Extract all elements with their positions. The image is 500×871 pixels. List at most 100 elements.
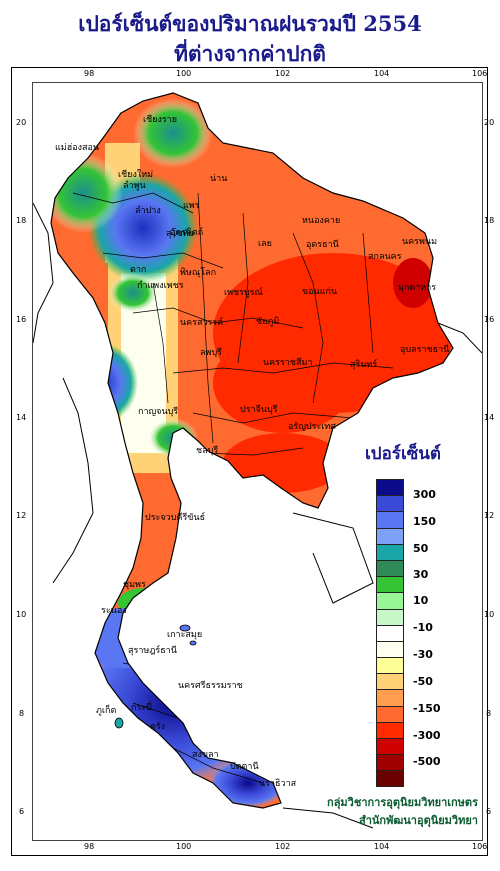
place-label: น่าน [210,174,228,184]
lon-tick-top: 104 [374,69,390,78]
lon-tick-top: 100 [176,69,192,78]
lat-tick-left: 6 [19,807,25,816]
place-label: เชียงราย [143,115,178,125]
place-label: ขอนแก่น [302,287,338,297]
place-label: แพร่ [183,201,200,211]
lat-tick-left: 10 [16,610,27,619]
place-label: มุกดาหาร [398,283,437,293]
place-label: กำแพงเพชร [137,281,184,291]
legend-swatch [376,754,404,771]
legend-label: -10 [413,621,433,634]
map-title-line2: ที่ต่างจากค่าปกติ [174,41,326,66]
place-label: สุโขทัย [166,229,194,239]
place-label: หนองคาย [302,216,341,226]
credit-line1: กลุ่มวิชาการอุตุนิยมวิทยาเกษตร [327,796,478,809]
place-label: อุตรดิตถ์ [170,228,204,238]
legend-label: -50 [413,675,433,688]
legend-label: 10 [413,594,429,607]
place-label: ประจวบคีรีขันธ์ [145,513,206,523]
place-label: สุราษฎร์ธานี [128,646,177,656]
lat-tick-right: 18 [484,216,495,225]
legend-swatch [376,559,404,577]
lon-tick-bottom: 98 [84,842,95,851]
lat-tick-left: 14 [16,413,27,422]
place-label: ชัยภูมิ [256,317,280,327]
place-label: ลำปาง [135,206,161,216]
place-label: ลพบุรี [200,348,222,358]
place-label: ตรัง [150,722,166,732]
legend-swatch [376,495,404,512]
map-title-line1: เปอร์เซ็นต์ของปริมาณฝนรวมปี 2554 [78,11,422,36]
lat-tick-right: 6 [486,807,492,816]
place-label: นครพนม [402,237,438,247]
legend-swatch [376,624,404,641]
legend-swatch [376,479,404,496]
lat-tick-right: 8 [486,709,492,718]
legend-swatch [376,705,404,722]
map-frame [11,67,488,856]
place-label: ตาก [130,265,147,275]
lon-tick-bottom: 102 [275,842,291,851]
legend-swatch [376,527,404,544]
place-label: ลำพูน [123,181,146,191]
place-label: ปราจีนบุรี [240,405,278,415]
legend-label: -300 [413,729,441,742]
legend-swatch [376,721,404,738]
legend-swatch [376,511,404,528]
legend-swatch [376,689,404,706]
place-label: กาญจนบุรี [138,407,179,417]
place-label: ภูเก็ต [96,706,117,716]
legend-swatch [376,738,404,755]
legend-label: -500 [413,755,441,768]
place-label: นครสวรรค์ [180,318,224,328]
lat-tick-left: 18 [16,216,27,225]
place-label: แม่ฮ่องสอน [55,143,100,153]
lon-tick-bottom: 104 [374,842,390,851]
lon-tick-bottom: 100 [176,842,192,851]
place-label: อรัญประเทศ [288,422,337,432]
place-label: เกาะสมุย [167,630,203,640]
place-label: สุรินทร์ [350,360,378,370]
place-label: เลย [258,239,272,249]
lon-tick-top: 102 [275,69,291,78]
lat-tick-right: 10 [484,610,495,619]
legend-swatch [376,770,404,787]
legend-swatch [376,640,404,658]
legend-label: 300 [413,488,436,501]
place-label: เชียงใหม่ [118,170,154,180]
lat-tick-right: 12 [484,511,495,520]
place-label: นครศรีธรรมราช [178,681,243,691]
lat-tick-left: 16 [16,315,27,324]
legend-swatch [376,608,404,625]
place-label: เพชรบูรณ์ [224,288,263,298]
place-label: ชุมพร [123,580,146,590]
legend-swatch [376,576,404,593]
legend-swatch [376,592,404,609]
legend-label: 150 [413,515,436,528]
place-label: ชลบุรี [196,446,219,456]
place-label: อุบลราชธานี [400,345,450,355]
lat-tick-right: 14 [484,413,495,422]
legend-label: -30 [413,648,433,661]
place-label: นครราชสีมา [263,358,313,368]
legend-color-bar [376,479,404,787]
credit-line2: สำนักพัฒนาอุตุนิยมวิทยา [359,814,478,827]
place-label: ปัตตานี [230,762,259,772]
legend-swatch [376,673,404,690]
lat-tick-left: 12 [16,511,27,520]
place-label: พิษณุโลก [180,268,217,278]
legend-label: 30 [413,568,429,581]
place-label: นราธิวาส [259,779,297,789]
lat-tick-right: 16 [484,315,495,324]
lon-tick-top: 98 [84,69,95,78]
lon-tick-bottom: 106 [472,842,488,851]
legend-label: -150 [413,702,441,715]
place-label: สกลนคร [368,252,402,262]
lat-tick-right: 20 [484,118,495,127]
lat-tick-left: 8 [19,709,25,718]
lon-tick-top: 106 [472,69,488,78]
legend-label: 50 [413,542,429,555]
lat-tick-left: 20 [16,118,27,127]
place-label: กระบี่ [131,703,152,713]
legend-title: เปอร์เซ็นต์ [365,444,441,464]
